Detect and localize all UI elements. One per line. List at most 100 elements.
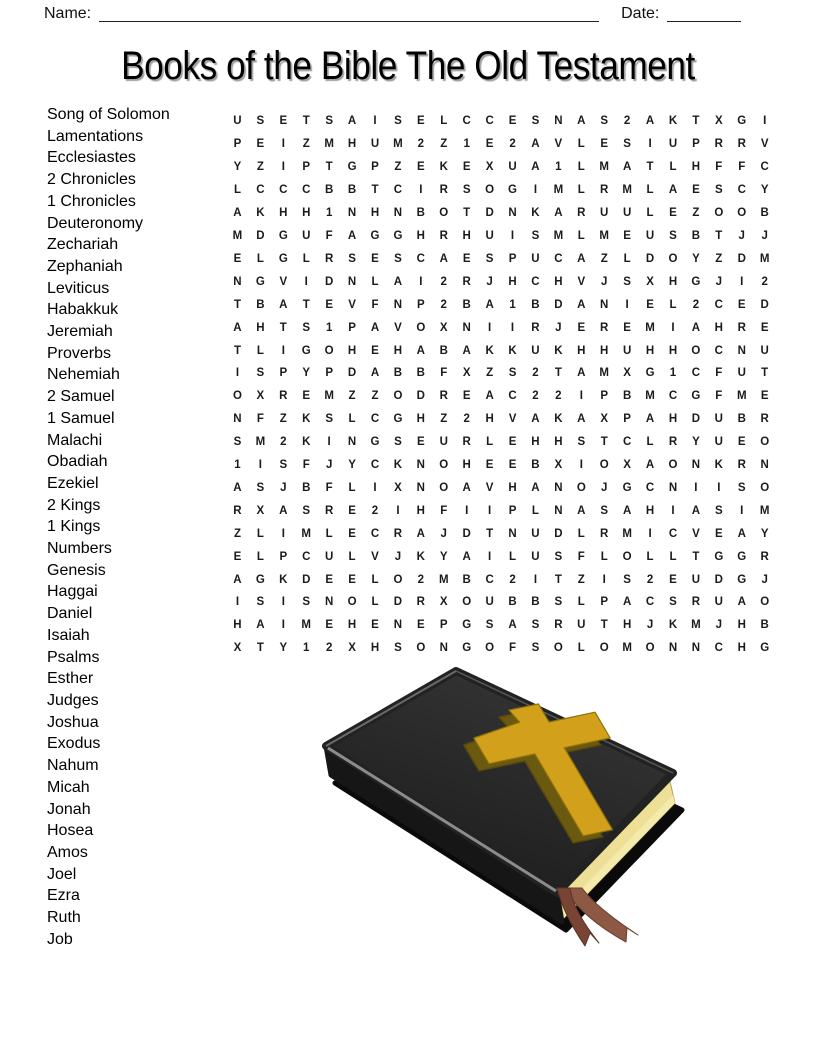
grid-cell: B xyxy=(691,229,701,242)
word-list: Song of Solomon Lamentations Ecclesiastes 2… xyxy=(47,104,170,950)
grid-cell: L xyxy=(509,550,517,563)
grid-cell: D xyxy=(416,390,425,403)
grid-cell: T xyxy=(692,550,700,563)
grid-cell: B xyxy=(531,459,540,472)
grid-cell: J xyxy=(715,619,723,632)
grid-cell: X xyxy=(623,459,631,472)
grid-cell: A xyxy=(531,481,540,494)
grid-cell: T xyxy=(371,184,379,197)
grid-cell: A xyxy=(347,229,357,242)
grid-cell: D xyxy=(347,367,357,380)
grid-cell: O xyxy=(622,550,632,563)
grid-cell: A xyxy=(577,298,586,311)
grid-cell: G xyxy=(462,619,472,632)
grid-cell: H xyxy=(600,344,609,357)
grid-cell: D xyxy=(393,596,403,609)
grid-cell: U xyxy=(485,229,494,242)
grid-cell: E xyxy=(508,436,517,449)
word-list-item: 1 Samuel xyxy=(47,409,115,427)
grid-cell: E xyxy=(348,527,356,540)
word-list-item: 1 Chronicles xyxy=(47,192,136,210)
grid-cell: T xyxy=(302,298,310,311)
grid-cell: 2 xyxy=(509,573,516,586)
grid-cell: E xyxy=(485,459,494,472)
grid-cell: L xyxy=(646,184,654,197)
grid-cell: R xyxy=(439,229,448,242)
grid-cell: B xyxy=(347,184,357,197)
grid-cell: G xyxy=(255,573,265,586)
grid-cell: Z xyxy=(348,390,356,403)
grid-cell: U xyxy=(485,596,494,609)
grid-cell: M xyxy=(736,390,747,403)
grid-cell: J xyxy=(555,321,562,334)
grid-cell: G xyxy=(737,115,747,128)
grid-cell: R xyxy=(714,138,723,151)
grid-cell: E xyxy=(233,252,242,265)
grid-cell: R xyxy=(462,436,471,449)
grid-cell: C xyxy=(462,115,471,128)
grid-cell: P xyxy=(508,252,517,265)
grid-cell: I xyxy=(579,390,583,403)
grid-cell: A xyxy=(462,550,471,563)
grid-cell: 2 xyxy=(532,367,539,380)
grid-cell: O xyxy=(737,207,747,220)
word-list-item: Ezekiel xyxy=(47,474,99,492)
grid-cell: R xyxy=(577,207,586,220)
grid-cell: M xyxy=(255,436,266,449)
grid-cell: F xyxy=(715,161,723,174)
grid-cell: H xyxy=(714,321,723,334)
grid-cell: H xyxy=(691,161,701,174)
grid-cell: N xyxy=(668,642,678,655)
grid-cell: X xyxy=(714,115,723,128)
word-list-item: Habakkuk xyxy=(47,301,119,319)
grid-cell: U xyxy=(531,252,540,265)
grid-cell: I xyxy=(648,138,652,151)
grid-cell: E xyxy=(348,573,356,586)
grid-cell: P xyxy=(302,161,311,174)
grid-cell: T xyxy=(233,344,241,357)
grid-cell: Z xyxy=(715,252,723,265)
grid-cell: F xyxy=(440,367,448,380)
grid-cell: U xyxy=(714,413,723,426)
grid-cell: T xyxy=(256,642,264,655)
grid-cell: I xyxy=(281,619,285,632)
grid-cell: C xyxy=(760,161,769,174)
grid-cell: E xyxy=(462,252,471,265)
grid-cell: I xyxy=(304,275,308,288)
grid-cell: U xyxy=(531,527,540,540)
grid-cell: M xyxy=(324,138,334,151)
grid-cell: U xyxy=(370,138,380,151)
grid-cell: H xyxy=(393,344,403,357)
bookmark-ribbon-right xyxy=(563,887,639,943)
grid-cell: S xyxy=(531,642,540,655)
grid-cell: 2 xyxy=(509,138,516,151)
grid-cell: A xyxy=(370,321,380,334)
grid-cell: L xyxy=(600,550,608,563)
grid-cell: O xyxy=(324,344,334,357)
grid-cell: H xyxy=(668,344,678,357)
grid-cell: C xyxy=(370,413,380,426)
grid-cell: M xyxy=(324,390,334,403)
grid-cell: F xyxy=(256,413,264,426)
grid-cell: C xyxy=(370,459,380,472)
grid-cell: L xyxy=(577,138,585,151)
grid-cell: M xyxy=(301,619,312,632)
grid-cell: I xyxy=(281,344,285,357)
word-list-item: Joshua xyxy=(47,713,99,731)
grid-cell: L xyxy=(646,207,654,220)
grid-cell: C xyxy=(645,481,655,494)
grid-cell: B xyxy=(531,298,540,311)
grid-cell: D xyxy=(462,527,471,540)
grid-cell: A xyxy=(737,527,746,540)
grid-cell: O xyxy=(760,481,770,494)
grid-cell: P xyxy=(692,138,700,151)
grid-cell: P xyxy=(508,504,517,517)
grid-cell: I xyxy=(396,504,400,517)
grid-cell: X xyxy=(256,390,265,403)
